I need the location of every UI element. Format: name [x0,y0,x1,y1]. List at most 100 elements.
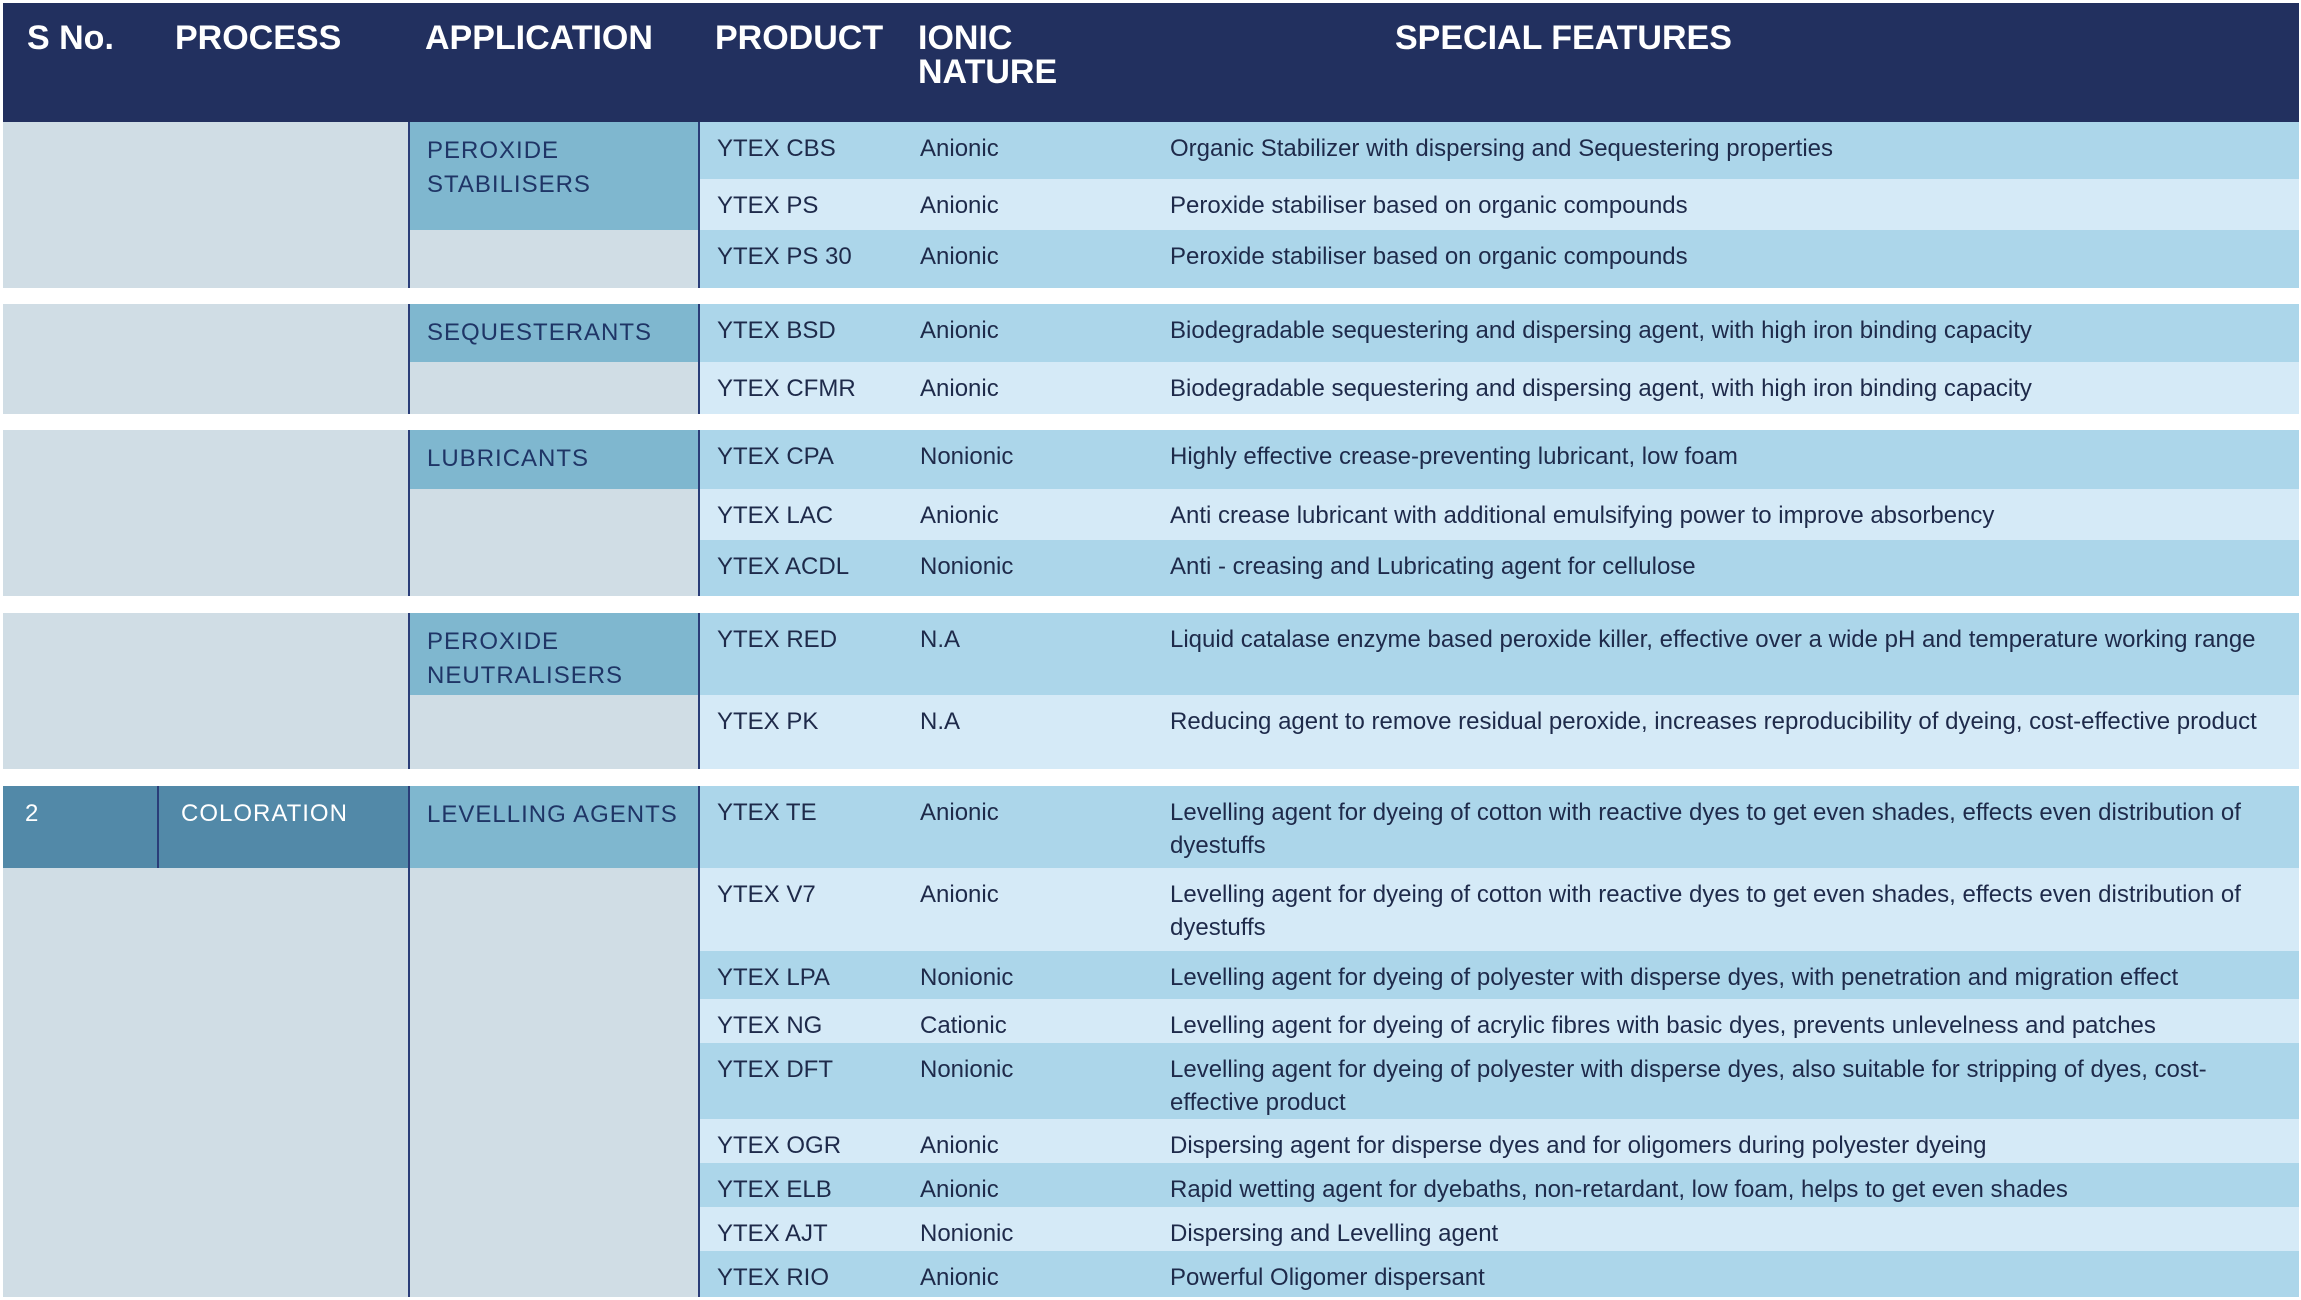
application-column: SEQUESTERANTS [408,304,698,414]
application-column: LEVELLING AGENTS [408,786,698,1297]
special-features: Levelling agent for dyeing of polyester … [1170,1056,2207,1116]
special-features: Peroxide stabiliser based on organic com… [1170,192,1688,219]
product-name: YTEX NG [717,1012,823,1039]
product-name: YTEX PS [717,192,819,219]
product-group: LUBRICANTS YTEX CPA Nonionic Highly effecti… [3,430,2299,596]
special-features: Levelling agent for dyeing of cotton wit… [1170,799,2241,859]
product-name: YTEX PS 30 [717,243,852,270]
process-column [3,430,408,596]
header-application: APPLICATION [425,19,653,57]
application-label: PEROXIDE STABILISERS [410,122,698,230]
product-name: YTEX TE [717,799,817,826]
sno-cell: 2 [3,786,157,868]
product-name: YTEX ACDL [717,553,850,580]
special-features: Biodegradable sequestering and dispersin… [1170,375,2032,402]
table-header: S No. PROCESS APPLICATION PRODUCT IONIC … [3,3,2299,122]
product-group: PEROXIDE NEUTRALISERS YTEX RED N.A Liquid c… [3,613,2299,769]
ionic-nature: Anionic [920,317,999,344]
special-features: Organic Stabilizer with dispersing and S… [1170,135,1834,162]
table-row: YTEX NG Cationic Levelling agent for dyein… [700,999,2299,1043]
ionic-nature: Anionic [920,375,999,402]
product-name: YTEX CBS [717,135,836,162]
product-name: YTEX DFT [717,1056,834,1083]
ionic-nature: Anionic [920,881,999,908]
application-column: LUBRICANTS [408,430,698,596]
product-rows: YTEX CPA Nonionic Highly effective crease-… [698,430,2299,596]
ionic-nature: Anionic [920,243,999,270]
table-row: YTEX OGR Anionic Dispersing agent for disp… [700,1119,2299,1163]
ionic-nature: Anionic [920,1132,999,1159]
application-label: PEROXIDE NEUTRALISERS [410,613,698,695]
product-name: YTEX CFMR [717,375,856,402]
ionic-nature: Nonionic [920,964,1014,991]
product-name: YTEX PK [717,708,819,735]
ionic-nature: Nonionic [920,1220,1014,1247]
application-column: PEROXIDE STABILISERS [408,122,698,288]
application-label: LEVELLING AGENTS [410,786,698,868]
header-special-features: SPECIAL FEATURES [1395,19,1732,57]
application-column: PEROXIDE NEUTRALISERS [408,613,698,769]
product-name: YTEX LAC [717,502,834,529]
special-features: Highly effective crease-preventing lubri… [1170,443,1738,470]
table-row: YTEX PS 30 Anionic Peroxide stabiliser bas… [700,230,2299,288]
table-row: YTEX CBS Anionic Organic Stabilizer with d… [700,122,2299,179]
ionic-nature: Anionic [920,192,999,219]
special-features: Reducing agent to remove residual peroxi… [1170,708,2257,735]
ionic-nature: Nonionic [920,1056,1014,1083]
table-row: YTEX LPA Nonionic Levelling agent for dyei… [700,951,2299,999]
ionic-nature: Nonionic [920,553,1014,580]
process-column [3,304,408,414]
product-name: YTEX ELB [717,1176,832,1203]
product-name: YTEX BSD [717,317,836,344]
product-group: 2 COLORATION LEVELLING AGENTS YTEX TE Anioni… [3,786,2299,1297]
ionic-nature: Anionic [920,135,999,162]
table-row: YTEX RIO Anionic Powerful Oligomer dispers… [700,1251,2299,1297]
process-column: 2 COLORATION [3,786,408,1297]
product-rows: YTEX CBS Anionic Organic Stabilizer with d… [698,122,2299,288]
product-name: YTEX RIO [717,1264,830,1291]
application-label: LUBRICANTS [410,430,698,489]
table-row: YTEX ACDL Nonionic Anti - creasing and Lub… [700,540,2299,596]
process-column [3,122,408,288]
table-row: YTEX CFMR Anionic Biodegradable sequesteri… [700,362,2299,414]
special-features: Liquid catalase enzyme based peroxide ki… [1170,626,2256,653]
ionic-nature: Anionic [920,799,999,826]
table-row: YTEX ELB Anionic Rapid wetting agent for d… [700,1163,2299,1207]
product-group: PEROXIDE STABILISERS YTEX CBS Anionic Organ… [3,122,2299,288]
product-name: YTEX LPA [717,964,830,991]
special-features: Rapid wetting agent for dyebaths, non-re… [1170,1176,2068,1203]
header-sno: S No. [27,19,114,57]
table-row: YTEX TE Anionic Levelling agent for dyeing… [700,786,2299,868]
table-row: YTEX CPA Nonionic Highly effective crease-… [700,430,2299,489]
ionic-nature: Cationic [920,1012,1007,1039]
special-features: Anti - creasing and Lubricating agent fo… [1170,553,1696,580]
header-ionic-nature: IONIC NATURE [918,19,1058,91]
ionic-nature: Nonionic [920,443,1014,470]
product-rows: YTEX RED N.A Liquid catalase enzyme based … [698,613,2299,769]
table-row: YTEX AJT Nonionic Dispersing and Levelling… [700,1207,2299,1251]
special-features: Levelling agent for dyeing of acrylic fi… [1170,1012,2156,1039]
header-process: PROCESS [175,19,342,57]
ionic-nature: Anionic [920,1176,999,1203]
product-rows: YTEX TE Anionic Levelling agent for dyeing… [698,786,2299,1297]
special-features: Levelling agent for dyeing of polyester … [1170,964,2179,991]
table-row: YTEX DFT Nonionic Levelling agent for dyei… [700,1043,2299,1119]
special-features: Peroxide stabiliser based on organic com… [1170,243,1688,270]
ionic-nature: Anionic [920,502,999,529]
special-features: Biodegradable sequestering and dispersin… [1170,317,2032,344]
table-row: YTEX V7 Anionic Levelling agent for dyeing… [700,868,2299,951]
ionic-nature: N.A [920,626,961,653]
application-label: SEQUESTERANTS [410,304,698,362]
header-product: PRODUCT [715,19,884,57]
table-row: YTEX PK N.A Reducing agent to remove resid… [700,695,2299,769]
process-column [3,613,408,769]
product-name: YTEX OGR [717,1132,842,1159]
special-features: Dispersing and Levelling agent [1170,1220,1499,1247]
special-features: Levelling agent for dyeing of cotton wit… [1170,881,2241,941]
special-features: Powerful Oligomer dispersant [1170,1264,1485,1291]
product-name: YTEX AJT [717,1220,828,1247]
product-group: SEQUESTERANTS YTEX BSD Anionic Biodegradabl… [3,304,2299,414]
special-features: Dispersing agent for disperse dyes and f… [1170,1132,1987,1159]
table-row: YTEX LAC Anionic Anti crease lubricant wit… [700,489,2299,540]
process-cell: COLORATION [157,786,408,868]
